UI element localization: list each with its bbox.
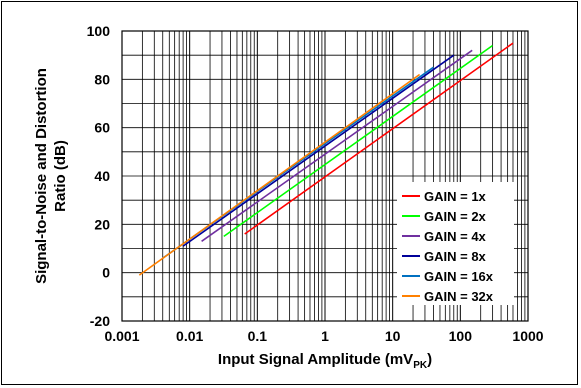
series-line-4 — [182, 54, 455, 247]
legend-label-4: GAIN = 8x — [424, 249, 487, 264]
y-tick-label: 20 — [94, 216, 110, 232]
y-axis-title-line2: Ratio (dB) — [52, 140, 69, 212]
y-tick-label: 100 — [87, 23, 111, 39]
x-tick-label: 1000 — [512, 328, 543, 344]
y-axis-ticks: -20 0 20 40 60 80 100 — [87, 23, 111, 329]
legend-box — [397, 182, 514, 305]
series-lines — [138, 42, 514, 276]
series-line-3 — [201, 49, 473, 242]
legend-label-2: GAIN = 2x — [424, 209, 487, 224]
x-tick-label: 0.001 — [104, 328, 139, 344]
legend-label-5: GAIN = 16x — [424, 269, 494, 284]
x-tick-label: 10 — [385, 328, 401, 344]
series-line-1 — [244, 42, 514, 235]
y-tick-label: 60 — [94, 120, 110, 136]
grid — [122, 31, 528, 321]
x-tick-label: 1 — [321, 328, 329, 344]
y-tick-label: 40 — [94, 168, 110, 184]
x-tick-label: 100 — [449, 328, 473, 344]
legend: GAIN = 1x GAIN = 2x GAIN = 4x GAIN = 8x GAIN… — [397, 182, 514, 305]
x-axis-title: Input Signal Amplitude (mVPK) — [218, 351, 432, 371]
y-tick-label: 0 — [102, 265, 110, 281]
series-line-6 — [138, 73, 421, 276]
legend-label-3: GAIN = 4x — [424, 229, 487, 244]
legend-label-1: GAIN = 1x — [424, 189, 487, 204]
legend-label-6: GAIN = 32x — [424, 289, 494, 304]
x-tick-label: 0.01 — [176, 328, 203, 344]
x-tick-label: 0.1 — [248, 328, 268, 344]
y-tick-label: 80 — [94, 71, 110, 87]
x-axis-title-subscript: PK — [413, 360, 428, 371]
plot-border — [121, 30, 529, 322]
y-tick-label: -20 — [90, 313, 110, 329]
y-axis-title-line1: Signal-to-Noise and Distortion — [33, 68, 50, 284]
series-line-2 — [223, 44, 494, 238]
x-axis-ticks: 0.001 0.01 0.1 1 10 100 1000 — [104, 328, 543, 344]
x-axis-title-close: ) — [427, 351, 432, 368]
